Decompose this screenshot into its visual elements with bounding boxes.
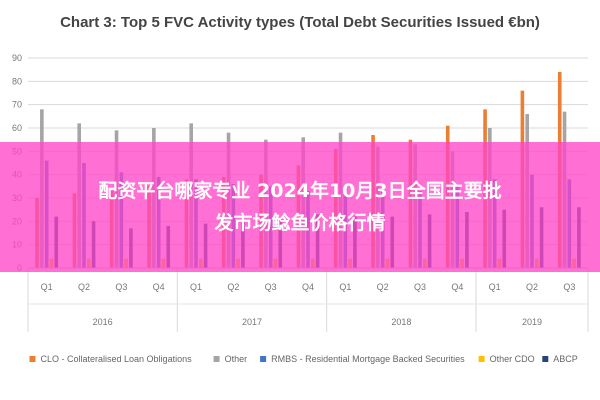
x-tick-label: Q1	[41, 282, 53, 292]
legend-swatch	[260, 356, 267, 362]
year-label: 2019	[522, 317, 542, 327]
x-tick-label: Q3	[563, 282, 575, 292]
x-tick-label: Q4	[153, 282, 165, 292]
x-tick-label: Q2	[78, 282, 90, 292]
x-tick-label: Q1	[190, 282, 202, 292]
legend-label: ABCP	[553, 354, 578, 364]
legend-swatch	[542, 356, 549, 362]
x-tick-label: Q2	[526, 282, 538, 292]
legend-label: Other	[225, 354, 248, 364]
legend-swatch	[213, 356, 220, 362]
legend-swatch	[478, 356, 485, 362]
legend-label: Other CDO	[490, 354, 535, 364]
chart-title: Chart 3: Top 5 FVC Activity types (Total…	[60, 14, 540, 31]
x-tick-label: Q3	[115, 282, 127, 292]
legend-swatch	[29, 356, 36, 362]
x-tick-label: Q2	[377, 282, 389, 292]
x-tick-label: Q4	[451, 282, 463, 292]
x-tick-label: Q1	[339, 282, 351, 292]
promo-line-1: 配资平台哪家专业 2024年10月3日全国主要批	[98, 180, 502, 202]
promo-banner[interactable]: 配资平台哪家专业 2024年10月3日全国主要批 发市场鲶鱼价格行情	[0, 142, 600, 272]
year-label: 2018	[391, 317, 411, 327]
x-tick-label: Q2	[227, 282, 239, 292]
y-tick-label: 60	[12, 123, 22, 133]
y-tick-label: 90	[12, 53, 22, 63]
x-tick-label: Q3	[414, 282, 426, 292]
x-tick-label: Q3	[265, 282, 277, 292]
legend: CLO - Collateralised Loan Obligations Oth…	[29, 354, 578, 364]
y-tick-label: 80	[12, 76, 22, 86]
x-tick-label: Q1	[489, 282, 501, 292]
legend-label: RMBS - Residential Mortgage Backed Secur…	[271, 354, 465, 364]
x-tick-label: Q4	[302, 282, 314, 292]
year-label: 2016	[93, 317, 113, 327]
year-label: 2017	[242, 317, 262, 327]
legend-label: CLO - Collateralised Loan Obligations	[41, 354, 193, 364]
y-tick-label: 70	[12, 100, 22, 110]
promo-line-2: 发市场鲶鱼价格行情	[214, 212, 386, 234]
x-axis: Q1 Q2 Q3 Q4 Q1 Q2 Q3 Q4 Q1 Q2 Q3 Q4 Q1 Q2 Q3 2016 2017 20…	[27, 267, 589, 332]
